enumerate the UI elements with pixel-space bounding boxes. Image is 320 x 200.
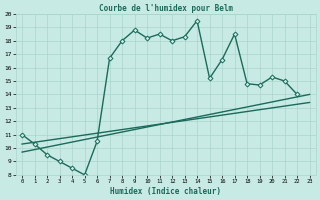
Title: Courbe de l'humidex pour Belm: Courbe de l'humidex pour Belm xyxy=(99,4,233,13)
X-axis label: Humidex (Indice chaleur): Humidex (Indice chaleur) xyxy=(110,187,221,196)
